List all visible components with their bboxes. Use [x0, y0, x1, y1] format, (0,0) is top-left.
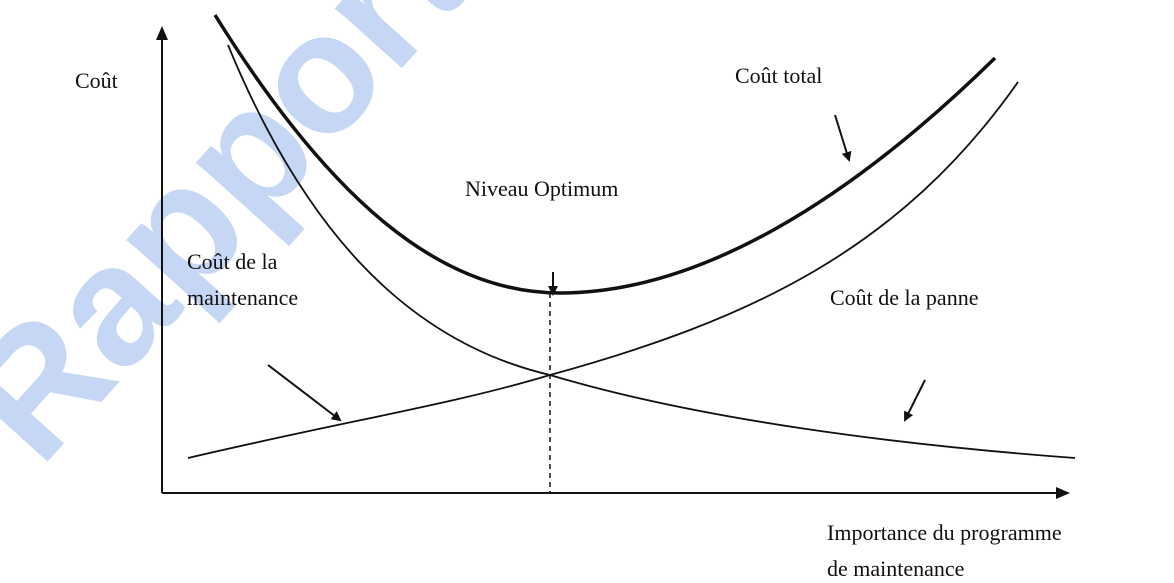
arrow [834, 114, 852, 162]
label: Niveau Optimum [465, 176, 618, 201]
label: Coût total [735, 63, 822, 88]
total-cost-curve [213, 14, 997, 295]
label: Coût de la [187, 249, 278, 274]
increasing-curve [187, 81, 1019, 459]
x-axis-label: de maintenance [827, 556, 964, 581]
arrow [904, 379, 926, 422]
y-axis-label: Coût [75, 68, 118, 93]
label: maintenance [187, 285, 298, 310]
arrow [267, 364, 342, 422]
label: Coût de la panne [830, 285, 978, 310]
x-axis-label: Importance du programme [827, 520, 1062, 545]
